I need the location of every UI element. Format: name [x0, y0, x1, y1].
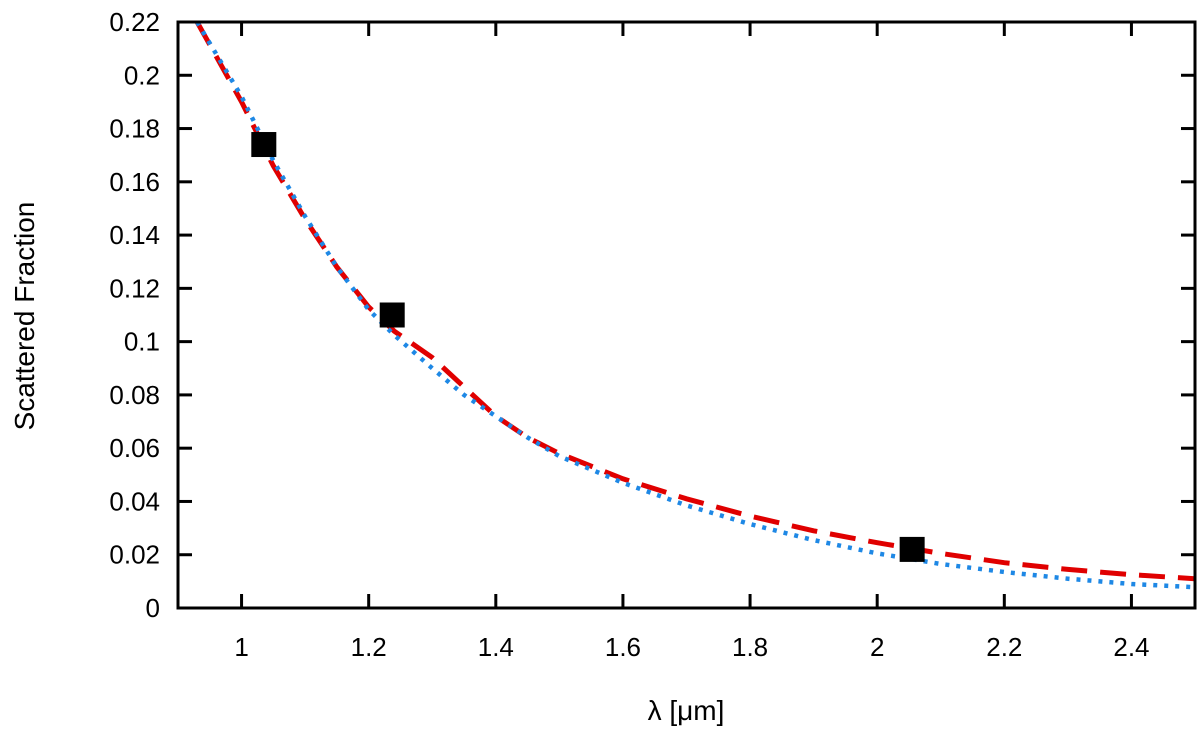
y-tick-label: 0.2 — [124, 60, 160, 90]
y-tick-label: 0.12 — [109, 273, 160, 303]
series-layer — [194, 22, 1195, 590]
y-tick-label: 0.16 — [109, 167, 160, 197]
x-tick-label: 2.4 — [1113, 632, 1149, 662]
tick-layer: 1 1.2 1.4 1.6 1.8 2 2.2 2.4 0 0.02 0.04 0.06 0.08 0.1… — [109, 7, 1195, 662]
y-tick-label: 0.02 — [109, 540, 160, 570]
y-tick-label: 0.06 — [109, 433, 160, 463]
x-tick-label: 1 — [234, 632, 248, 662]
x-tick-label: 1.4 — [478, 632, 514, 662]
y-axis-title: Scattered Fraction — [9, 202, 40, 431]
x-tick-label: 2 — [870, 632, 884, 662]
dashed-model-curve — [194, 22, 1195, 582]
data-point-marker — [251, 132, 277, 158]
plot-frame — [176, 20, 1197, 610]
x-tick-label: 2.2 — [986, 632, 1022, 662]
data-point-marker — [899, 536, 925, 562]
x-tick-label: 1.8 — [732, 632, 768, 662]
x-tick-label: 1.6 — [605, 632, 641, 662]
y-tick-label: 0.14 — [109, 220, 160, 250]
y-tick-label: 0.22 — [109, 7, 160, 37]
x-axis-title: λ [μm] — [648, 695, 725, 726]
data-point-marker — [379, 302, 405, 328]
y-tick-label: 0.18 — [109, 114, 160, 144]
marker-layer — [251, 132, 925, 562]
x-tick-label: 1.2 — [351, 632, 387, 662]
y-tick-label: 0.04 — [109, 486, 160, 516]
y-tick-label: 0.08 — [109, 380, 160, 410]
y-tick-label: 0.1 — [124, 327, 160, 357]
y-tick-label: 0 — [146, 593, 160, 623]
